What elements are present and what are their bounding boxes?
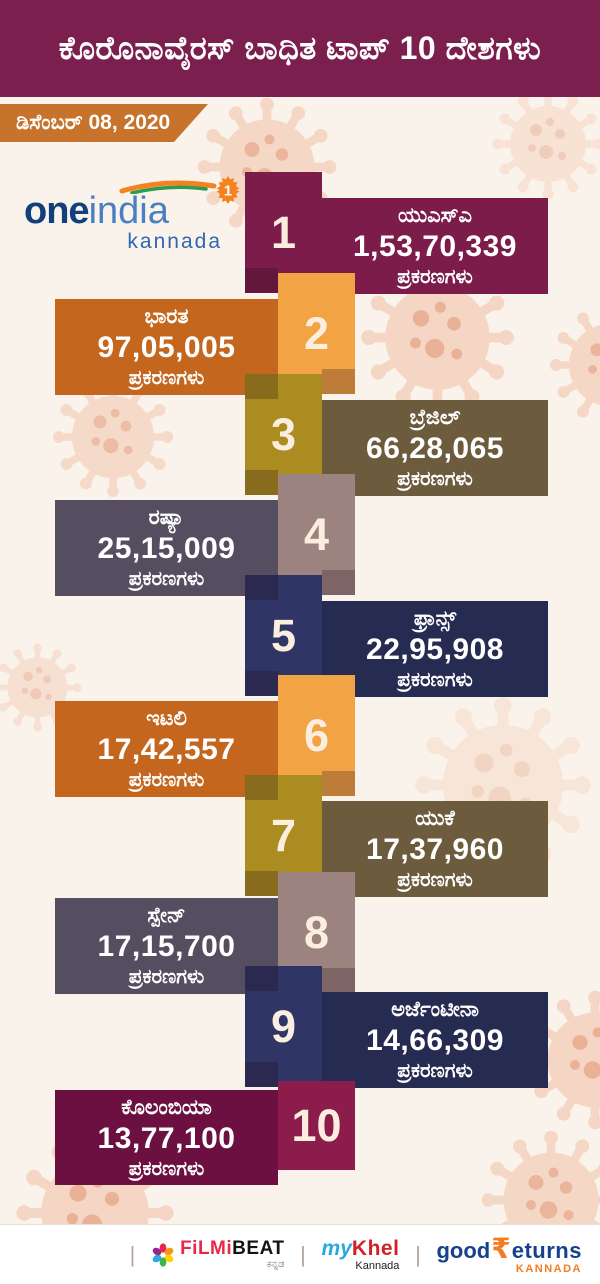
cases-label: ಪ್ರಕರಣಗಳು [397, 1060, 473, 1082]
footer-divider: | [415, 1241, 421, 1267]
country-card-brazil: ಬ್ರೆಜಿಲ್ 66,28,065 ಪ್ರಕರಣಗಳು [322, 400, 548, 496]
case-count: 66,28,065 [366, 432, 504, 465]
case-count: 97,05,005 [97, 331, 236, 364]
mykhel-kannada-text: Kannada [355, 1259, 400, 1272]
goodreturns-logo: good ₹ eturns KANNADA [436, 1232, 582, 1275]
filmibeat-beat-text: BEAT [232, 1238, 285, 1259]
cases-label: ಪ್ರಕರಣಗಳು [128, 367, 205, 389]
coronavirus-illustration [545, 300, 600, 430]
country-card-india: ಭಾರತ 97,05,005 ಪ್ರಕರಣಗಳು [55, 299, 278, 395]
filmibeat-wordmark: FiLMi BEAT ಕನ್ನಡ [180, 1239, 284, 1270]
country-name: ಯುಕೆ [415, 807, 455, 830]
case-count: 22,95,908 [366, 633, 504, 666]
country-name: ರಷ್ಯಾ [148, 506, 185, 529]
case-count: 14,66,309 [366, 1024, 504, 1057]
country-name: ಇಟಲಿ [146, 707, 187, 730]
brand-burst-icon: 1 [216, 176, 240, 204]
country-card-spain: ಸ್ಪೇನ್ 17,15,700 ಪ್ರಕರಣಗಳು [55, 898, 278, 994]
filmibeat-pinwheel-icon [152, 1242, 174, 1267]
brand-kannada-text: kannada [127, 230, 222, 253]
country-name: ಸ್ಪೇನ್ [147, 904, 186, 927]
mykhel-logo: my Khel Kannada [322, 1238, 400, 1272]
country-card-uk: ಯುಕೆ 17,37,960 ಪ್ರಕರಣಗಳು [322, 801, 548, 897]
rank-number-4: 4 [278, 474, 355, 595]
filmibeat-filmi-text: FiLMi [180, 1238, 233, 1259]
country-card-usa: ಯುಎಸ್ಎ 1,53,70,339 ಪ್ರಕರಣಗಳು [322, 198, 548, 294]
rank-number-9: 9 [245, 966, 322, 1087]
filmibeat-logo: FiLMi BEAT ಕನ್ನಡ [151, 1239, 284, 1270]
cases-label: ಪ್ರಕರಣಗಳು [128, 568, 205, 590]
rank-number-2: 2 [278, 273, 355, 394]
svg-text:1: 1 [224, 182, 232, 199]
goodreturns-eturns-text: eturns [511, 1237, 582, 1263]
case-count: 17,42,557 [97, 733, 236, 766]
case-count: 17,15,700 [97, 930, 236, 963]
cases-label: ಪ್ರಕರಣಗಳು [397, 669, 473, 691]
country-name: ಅರ್ಜೆಂಟೀನಾ [391, 998, 479, 1021]
cases-label: ಪ್ರಕರಣಗಳು [397, 869, 473, 891]
footer-divider: | [129, 1241, 136, 1267]
goodreturns-kannada-text: KANNADA [515, 1262, 582, 1275]
tricolor-swoosh-icon [119, 180, 217, 194]
country-card-colombia: ಕೊಲಂಬಿಯಾ 13,77,100 ಪ್ರಕರಣಗಳು [55, 1090, 278, 1185]
rank-number-10: 10 [278, 1081, 355, 1170]
goodreturns-good-text: good [436, 1237, 491, 1263]
coronavirus-illustration [488, 84, 600, 204]
country-name: ಭಾರತ [144, 305, 189, 328]
country-name: ಫ್ರಾನ್ಸ್ [413, 607, 457, 630]
country-card-france: ಫ್ರಾನ್ಸ್ 22,95,908 ಪ್ರಕರಣಗಳು [322, 601, 548, 697]
cases-label: ಪ್ರಕರಣಗಳು [397, 468, 473, 490]
mykhel-my-text: my [321, 1236, 352, 1260]
rupee-icon: ₹ [491, 1232, 511, 1264]
brand-wordmark: one india 1 [24, 176, 240, 233]
case-count: 17,37,960 [366, 833, 504, 866]
footer-divider: | [300, 1241, 306, 1267]
page-title: ಕೊರೊನಾವೈರಸ್ ಬಾಧಿತ ಟಾಪ್ 10 ದೇಶಗಳು [58, 29, 542, 66]
date-badge: ಡಿಸೆಂಬರ್ 08, 2020 [0, 104, 208, 142]
country-card-russia: ರಷ್ಯಾ 25,15,009 ಪ್ರಕರಣಗಳು [55, 500, 278, 596]
country-card-italy: ಇಟಲಿ 17,42,557 ಪ್ರಕರಣಗಳು [55, 701, 278, 797]
rank-number-3: 3 [245, 374, 322, 495]
country-card-argentina: ಅರ್ಜೆಂಟೀನಾ 14,66,309 ಪ್ರಕರಣಗಳು [322, 992, 548, 1088]
cases-label: ಪ್ರಕರಣಗಳು [128, 966, 205, 988]
cases-label: ಪ್ರಕರಣಗಳು [397, 266, 473, 288]
rank-number-1: 1 [245, 172, 322, 293]
country-name: ಯುಎಸ್ಎ [397, 204, 473, 227]
country-name: ಕೊಲಂಬಿಯಾ [121, 1095, 212, 1119]
case-count: 13,77,100 [97, 1121, 236, 1155]
mykhel-khel-text: Khel [351, 1236, 400, 1260]
case-count: 1,53,70,339 [353, 230, 517, 263]
filmibeat-kannada-text: ಕನ್ನಡ [266, 1259, 285, 1270]
header-band: ಕೊರೊನಾವೈರಸ್ ಬಾಧಿತ ಟಾಪ್ 10 ದೇಶಗಳು [0, 0, 600, 97]
cases-label: ಪ್ರಕರಣಗಳು [128, 1157, 205, 1180]
brand-one-text: one [24, 190, 90, 232]
date-text: ಡಿಸೆಂಬರ್ 08, 2020 [16, 111, 171, 134]
brand-india-text: india [88, 190, 169, 232]
oneindia-kannada-logo: one india 1 kannada [24, 176, 240, 254]
cases-label: ಪ್ರಕರಣಗಳು [128, 769, 205, 791]
case-count: 25,15,009 [97, 532, 236, 565]
country-name: ಬ್ರೆಜಿಲ್ [409, 406, 461, 429]
